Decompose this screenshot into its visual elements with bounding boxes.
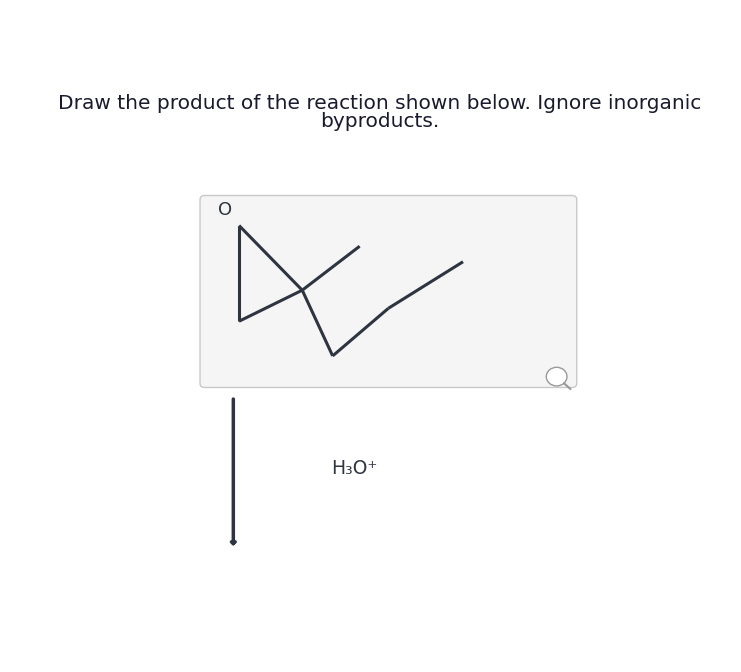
Text: O: O xyxy=(218,202,232,219)
Text: byproducts.: byproducts. xyxy=(320,112,439,130)
Text: H₃O⁺: H₃O⁺ xyxy=(330,459,377,478)
Circle shape xyxy=(546,368,567,386)
FancyBboxPatch shape xyxy=(200,196,576,388)
Text: Draw the product of the reaction shown below. Ignore inorganic: Draw the product of the reaction shown b… xyxy=(58,93,702,113)
